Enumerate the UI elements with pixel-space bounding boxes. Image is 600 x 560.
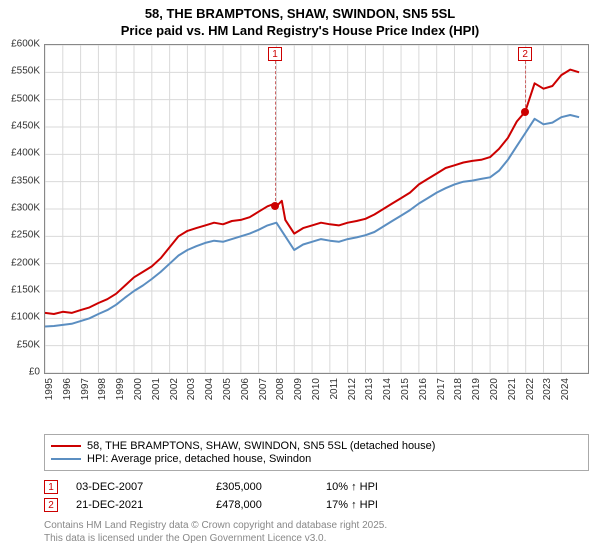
- attribution-line2: This data is licensed under the Open Gov…: [44, 533, 589, 546]
- x-tick-label: 2003: [186, 378, 197, 400]
- chart-title: 58, THE BRAMPTONS, SHAW, SWINDON, SN5 5S…: [0, 0, 600, 40]
- x-tick-label: 1999: [115, 378, 126, 400]
- y-tick-label: £600K: [11, 39, 40, 50]
- x-tick-label: 2004: [204, 378, 215, 400]
- plot-area: 12: [44, 44, 589, 374]
- y-tick-label: £250K: [11, 230, 40, 241]
- marker-table-id: 2: [44, 498, 58, 512]
- y-tick-label: £150K: [11, 285, 40, 296]
- marker-table-price: £478,000: [216, 499, 326, 511]
- y-tick-label: £550K: [11, 66, 40, 77]
- marker-table-price: £305,000: [216, 481, 326, 493]
- marker-box: 1: [268, 47, 282, 61]
- legend-item: HPI: Average price, detached house, Swin…: [51, 453, 582, 465]
- x-tick-label: 2023: [542, 378, 553, 400]
- legend-swatch: [51, 445, 81, 447]
- marker-dot: [271, 202, 279, 210]
- y-tick-label: £350K: [11, 175, 40, 186]
- marker-table-date: 21-DEC-2021: [76, 499, 216, 511]
- x-tick-label: 2001: [151, 378, 162, 400]
- x-tick-label: 2022: [525, 378, 536, 400]
- x-tick-label: 2002: [169, 378, 180, 400]
- plot-svg: [45, 45, 588, 373]
- marker-table-date: 03-DEC-2007: [76, 481, 216, 493]
- x-tick-label: 1995: [44, 378, 55, 400]
- x-tick-label: 2012: [347, 378, 358, 400]
- x-tick-label: 2011: [329, 378, 340, 400]
- x-tick-label: 2013: [364, 378, 375, 400]
- x-tick-label: 2019: [471, 378, 482, 400]
- marker-table-row: 1 03-DEC-2007£305,00010% ↑ HPI: [44, 478, 589, 496]
- marker-table-pct: 17% ↑ HPI: [326, 499, 446, 511]
- x-tick-label: 2014: [382, 378, 393, 400]
- y-tick-label: £450K: [11, 121, 40, 132]
- y-tick-label: £400K: [11, 148, 40, 159]
- x-tick-label: 2000: [133, 378, 144, 400]
- x-tick-label: 2016: [418, 378, 429, 400]
- y-tick-label: £300K: [11, 203, 40, 214]
- x-tick-label: 1997: [80, 378, 91, 400]
- x-tick-label: 2009: [293, 378, 304, 400]
- y-tick-label: £200K: [11, 257, 40, 268]
- x-tick-label: 2008: [275, 378, 286, 400]
- marker-table-id: 1: [44, 480, 58, 494]
- y-tick-label: £100K: [11, 312, 40, 323]
- marker-dot: [521, 108, 529, 116]
- x-tick-label: 2015: [400, 378, 411, 400]
- title-line1: 58, THE BRAMPTONS, SHAW, SWINDON, SN5 5S…: [0, 6, 600, 23]
- attribution: Contains HM Land Registry data © Crown c…: [44, 520, 589, 545]
- marker-table-pct: 10% ↑ HPI: [326, 481, 446, 493]
- legend-label: HPI: Average price, detached house, Swin…: [87, 453, 311, 465]
- x-tick-label: 2005: [222, 378, 233, 400]
- x-tick-label: 1998: [97, 378, 108, 400]
- legend-item: 58, THE BRAMPTONS, SHAW, SWINDON, SN5 5S…: [51, 440, 582, 452]
- marker-line: [525, 61, 526, 112]
- marker-box: 2: [518, 47, 532, 61]
- marker-table-row: 2 21-DEC-2021£478,00017% ↑ HPI: [44, 496, 589, 514]
- x-tick-label: 2007: [258, 378, 269, 400]
- legend: 58, THE BRAMPTONS, SHAW, SWINDON, SN5 5S…: [44, 434, 589, 471]
- y-tick-label: £500K: [11, 93, 40, 104]
- attribution-line1: Contains HM Land Registry data © Crown c…: [44, 520, 589, 533]
- y-tick-label: £50K: [17, 339, 40, 350]
- x-tick-label: 2018: [453, 378, 464, 400]
- x-tick-label: 2020: [489, 378, 500, 400]
- x-tick-label: 2010: [311, 378, 322, 400]
- y-axis: £0£50K£100K£150K£200K£250K£300K£350K£400…: [0, 44, 42, 374]
- chart-area: £0 £50K £100K £150K £200K £250K £300K £350K £400…: [0, 44, 600, 404]
- title-line2: Price paid vs. HM Land Registry's House …: [0, 23, 600, 40]
- marker-line: [275, 61, 276, 206]
- legend-label: 58, THE BRAMPTONS, SHAW, SWINDON, SN5 5S…: [87, 440, 435, 452]
- x-tick-label: 2024: [560, 378, 571, 400]
- marker-table: 1 03-DEC-2007£305,00010% ↑ HPI 2 21-DEC-202…: [44, 478, 589, 514]
- x-tick-label: 2021: [507, 378, 518, 400]
- x-tick-label: 2017: [436, 378, 447, 400]
- y-tick-label: £0: [29, 367, 40, 378]
- legend-swatch: [51, 458, 81, 460]
- x-tick-label: 2006: [240, 378, 251, 400]
- x-axis: 1995 1996 1997 1998 1999 2000 2001 2002 2003 2004…: [44, 376, 589, 406]
- x-tick-label: 1996: [62, 378, 73, 400]
